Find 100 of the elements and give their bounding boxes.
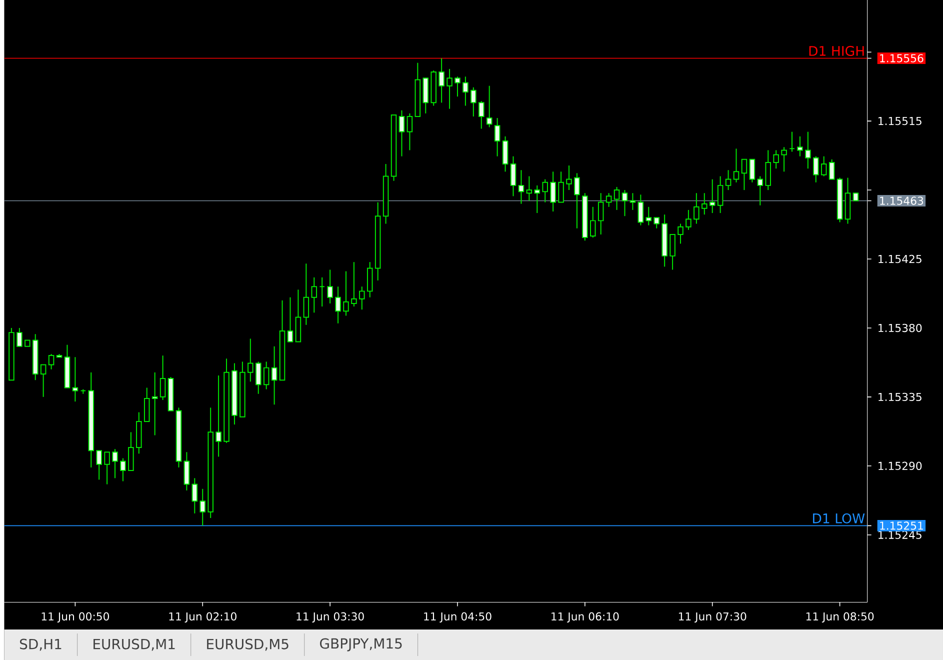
candlestick: [144, 387, 150, 422]
y-tick-label: 1.15556: [880, 54, 924, 62]
x-tick-label: 11 Jun 03:30: [296, 612, 364, 623]
candlestick: [820, 156, 827, 177]
candlestick: [40, 364, 46, 398]
candlestick: [686, 209, 692, 230]
y-tick-label: 1.15515: [878, 117, 922, 126]
y-tick-label: 1.15251: [880, 522, 923, 530]
candlestick: [327, 269, 333, 304]
candlestick: [789, 131, 795, 152]
candlestick: [773, 150, 779, 170]
candlestick: [725, 170, 732, 191]
candlestick: [335, 286, 341, 324]
candlestick: [574, 172, 580, 229]
candlestick: [120, 458, 126, 482]
candlestick: [797, 136, 803, 157]
candlestick: [311, 276, 318, 314]
candlestick: [694, 192, 700, 224]
candlestick: [359, 286, 365, 310]
candlestick: [630, 192, 636, 210]
text: EURUSD,M5: [207, 638, 288, 651]
ref-line-label: D1 LOW: [813, 513, 865, 524]
y-tick-label: 1.15380: [878, 324, 922, 332]
y-tick-label: 1.15335: [878, 392, 922, 402]
candlestick: [152, 372, 158, 436]
candlestick: [749, 158, 756, 183]
y-tick-label: 1.15463: [880, 196, 924, 205]
candlestick: [128, 432, 134, 471]
candlestick: [200, 488, 206, 526]
candlestick: [813, 156, 819, 183]
candlestick: [646, 206, 652, 226]
candlestick: [319, 276, 325, 307]
candlestick: [48, 354, 54, 370]
candlestick: [765, 150, 772, 191]
candlestick: [104, 452, 110, 485]
candlestick: [271, 346, 278, 406]
candlestick: [96, 450, 102, 480]
candlestick: [741, 158, 748, 191]
candlestick: [398, 110, 405, 157]
y-tick-label: 1.15425: [878, 254, 922, 264]
candlestick: [406, 112, 413, 151]
candlestick: [550, 171, 556, 212]
candlestick: [606, 192, 612, 208]
candlestick: [598, 192, 604, 235]
candlestick: [678, 223, 684, 244]
x-tick-label: 11 Jun 00:50: [42, 612, 110, 623]
candlestick: [263, 361, 270, 390]
x-tick-label: 11 Jun 08:50: [806, 612, 874, 623]
candlestick: [255, 361, 262, 394]
x-tick-label: 11 Jun 07:30: [678, 612, 746, 623]
candlestick: [446, 68, 452, 110]
x-tick-label: 11 Jun 02:10: [169, 612, 236, 623]
candlestick: [462, 76, 468, 106]
candlestick: [709, 178, 716, 214]
candlestick: [654, 217, 660, 229]
candlestick: [486, 85, 492, 128]
candlestick: [216, 374, 222, 458]
text: EURUSD,M1: [94, 638, 175, 651]
candlestick: [494, 117, 500, 157]
candlestick: [478, 100, 484, 130]
candlestick: [534, 184, 540, 214]
candlestick: [438, 58, 444, 104]
candlestick: [351, 262, 357, 307]
candlestick: [542, 178, 548, 203]
candlestick: [248, 338, 254, 382]
candlestick: [614, 186, 620, 210]
candlestick: [16, 327, 22, 347]
candlestick: [470, 86, 476, 117]
candlestick: [717, 176, 724, 214]
ref-line-label: D1 HIGH: [809, 46, 864, 56]
candlestick: [558, 171, 564, 203]
y-tick-label: 1.15245: [878, 530, 922, 539]
candlestick: [590, 206, 596, 238]
candlestick: [510, 156, 516, 197]
candlestick: [805, 131, 811, 170]
candlestick: [184, 452, 190, 491]
candlestick: [781, 146, 787, 172]
candlestick: [518, 170, 524, 204]
candlestick: [828, 158, 835, 180]
candlestick: [566, 164, 572, 191]
candlestick: [733, 148, 740, 183]
candlestick: [502, 136, 508, 172]
candlestick: [192, 478, 198, 514]
candlestick: [526, 176, 532, 202]
x-tick-label: 11 Jun 06:10: [552, 612, 619, 623]
text: GBPJPY,M15: [320, 638, 402, 652]
candlestick: [454, 76, 460, 98]
text: SD,H1: [20, 638, 62, 651]
candlestick: [160, 355, 166, 400]
candlestick: [670, 234, 676, 270]
candlestick: [757, 176, 764, 206]
y-tick-label: 1.15290: [878, 462, 922, 470]
candlestick: [622, 190, 628, 217]
candlestick: [638, 194, 644, 226]
candlestick: [366, 262, 373, 298]
candlestick: [303, 263, 310, 326]
candlestick: [72, 356, 78, 402]
candlestick: [287, 296, 294, 342]
candlestick: [702, 192, 708, 216]
candlestick: [343, 270, 349, 316]
